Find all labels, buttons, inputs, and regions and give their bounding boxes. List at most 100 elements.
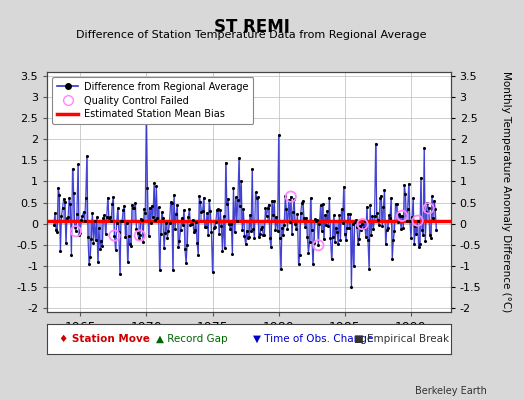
Point <box>314 242 323 248</box>
Point <box>225 221 233 227</box>
Point <box>207 229 215 235</box>
Point <box>329 234 337 240</box>
Point <box>64 214 72 220</box>
Text: ST REMI: ST REMI <box>214 18 289 36</box>
Point <box>182 260 190 266</box>
Point <box>159 215 167 221</box>
Point <box>195 192 203 199</box>
Point <box>246 212 254 218</box>
Point <box>406 218 414 224</box>
Point <box>388 256 396 262</box>
Point <box>265 201 273 208</box>
Point <box>363 204 371 210</box>
Point <box>299 198 307 204</box>
Point <box>134 230 142 236</box>
Point <box>61 199 69 205</box>
Point <box>86 254 94 260</box>
Point <box>297 210 305 216</box>
Point <box>174 244 182 251</box>
Point <box>191 226 199 233</box>
Point <box>50 222 58 228</box>
Point <box>237 178 245 185</box>
Point <box>369 226 378 232</box>
Point <box>321 212 329 218</box>
Point <box>422 209 431 216</box>
Point <box>90 218 99 224</box>
Point <box>238 227 246 233</box>
Point <box>430 197 438 204</box>
Point <box>361 218 369 224</box>
Point <box>222 159 230 166</box>
Point <box>352 217 360 224</box>
Point <box>420 144 429 151</box>
Point <box>280 222 288 228</box>
Point <box>156 267 164 273</box>
Point <box>242 240 250 247</box>
Point <box>347 284 356 290</box>
Point <box>285 197 293 204</box>
Point <box>67 252 75 258</box>
Point <box>204 232 212 238</box>
Point <box>291 221 299 227</box>
Point <box>79 209 88 215</box>
Point <box>148 202 156 209</box>
Point <box>233 218 241 225</box>
Point <box>210 225 218 231</box>
Point <box>147 220 155 226</box>
Point <box>236 202 244 209</box>
Point <box>427 235 435 242</box>
Point <box>398 212 406 219</box>
Text: Berkeley Earth: Berkeley Earth <box>416 386 487 396</box>
Point <box>129 204 137 211</box>
Point <box>160 245 168 252</box>
Point <box>114 205 122 212</box>
Point <box>281 193 289 200</box>
Point <box>355 236 363 242</box>
Point <box>326 235 335 242</box>
Point <box>287 194 295 200</box>
Point <box>96 246 104 252</box>
Point <box>110 232 118 239</box>
Point <box>118 217 126 224</box>
Point <box>162 220 170 226</box>
Point <box>387 195 395 201</box>
Point <box>318 228 326 234</box>
Point <box>292 226 300 233</box>
Point <box>331 239 339 245</box>
Point <box>164 228 172 234</box>
Point <box>163 234 171 241</box>
Point <box>115 229 123 235</box>
Point <box>356 223 364 229</box>
Point <box>391 201 400 207</box>
Text: ■ Empirical Break: ■ Empirical Break <box>354 334 449 344</box>
Point <box>358 221 367 228</box>
Point <box>125 233 133 239</box>
Point <box>263 212 271 219</box>
Point <box>264 205 272 212</box>
Point <box>149 214 157 220</box>
Point <box>245 234 253 241</box>
Point <box>150 180 158 186</box>
Point <box>429 215 437 221</box>
Point <box>311 216 319 222</box>
Point <box>302 215 310 221</box>
Point <box>107 218 115 224</box>
Point <box>290 196 298 202</box>
Point <box>289 209 297 215</box>
Point <box>88 210 96 216</box>
Point <box>221 245 229 252</box>
Point <box>138 217 146 224</box>
Point <box>248 166 256 172</box>
Point <box>413 218 422 224</box>
Point <box>54 185 62 191</box>
Point <box>141 210 149 216</box>
Point <box>203 210 211 216</box>
Point <box>110 232 118 239</box>
Point <box>177 227 185 233</box>
Point <box>215 230 223 237</box>
Point <box>253 195 261 201</box>
Point <box>419 232 427 238</box>
Point <box>74 161 82 168</box>
Point <box>87 236 95 242</box>
Point <box>300 215 308 222</box>
